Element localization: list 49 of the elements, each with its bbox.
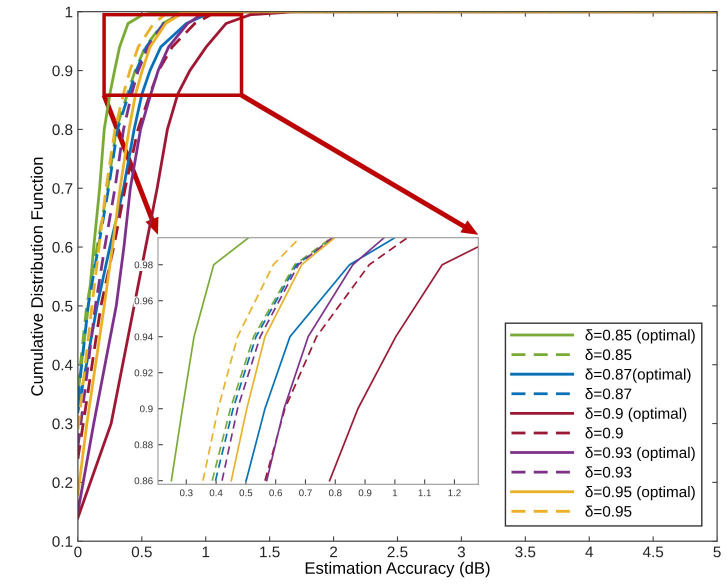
legend-label: δ=0.9 (optimal) — [586, 408, 686, 422]
y-tick-label: 0.94 — [134, 333, 153, 340]
y-axis-title: Cumulative Distribution Function — [30, 158, 43, 396]
y-tick-label: 0.98 — [134, 261, 153, 268]
y-tick-label: 0.92 — [134, 369, 153, 376]
legend-label: δ=0.95 — [586, 506, 632, 517]
y-tick-label: 0.86 — [134, 477, 153, 484]
legend-label: δ=0.87 — [586, 388, 632, 400]
x-tick-label: 1 — [392, 489, 398, 496]
x-tick-label: 1.1 — [418, 489, 431, 496]
x-tick-label: 0.8 — [328, 489, 342, 496]
y-tick-label: 0.5 — [52, 300, 72, 312]
x-tick-label: 2.5 — [388, 546, 408, 558]
legend-label: δ=0.95 (optimal) — [586, 486, 695, 500]
y-tick-label: 1 — [66, 6, 72, 18]
x-tick-label: 0.4 — [210, 489, 223, 496]
x-tick-label: 3 — [458, 546, 465, 558]
x-tick-label: 1.2 — [448, 489, 461, 496]
x-tick-label: 0.3 — [180, 489, 193, 496]
x-tick-label: 4.5 — [642, 546, 664, 558]
y-tick-label: 0.2 — [52, 477, 72, 488]
x-axis-title: Estimation Accuracy (dB) — [306, 562, 490, 578]
y-tick-label: 0.3 — [52, 418, 72, 430]
y-tick-label: 0.96 — [134, 297, 153, 304]
x-tick-label: 1 — [202, 546, 210, 558]
x-tick-label: 4 — [585, 546, 594, 558]
y-tick-label: 0.1 — [52, 536, 72, 547]
y-tick-label: 0.4 — [52, 360, 73, 370]
legend-label: δ=0.85 — [586, 348, 632, 360]
y-tick-label: 0.7 — [52, 183, 72, 194]
y-tick-label: 0.6 — [52, 242, 72, 253]
legend-label: δ=0.93 — [586, 466, 632, 478]
x-tick-label: 3.5 — [515, 546, 536, 558]
x-tick-label: 5 — [713, 546, 721, 558]
x-tick-label: 1.5 — [260, 546, 280, 558]
x-tick-label: 0.5 — [240, 489, 252, 496]
x-tick-label: 2 — [330, 546, 338, 558]
y-tick-label: 0.88 — [134, 441, 153, 448]
legend-label: δ=0.9 — [586, 427, 623, 438]
x-tick-label: 0 — [74, 546, 82, 558]
legend-label: δ=0.87(optimal) — [586, 368, 691, 383]
y-tick-label: 0.9 — [140, 405, 153, 412]
x-tick-label: 0.6 — [269, 489, 282, 496]
legend-label: δ=0.85 (optimal) — [586, 329, 695, 344]
x-tick-label: 0.9 — [358, 489, 372, 496]
x-tick-label: 0.7 — [299, 489, 312, 496]
y-tick-label: 0.8 — [52, 124, 72, 136]
legend-label: δ=0.93 (optimal) — [586, 446, 695, 462]
y-tick-label: 0.9 — [52, 65, 72, 76]
